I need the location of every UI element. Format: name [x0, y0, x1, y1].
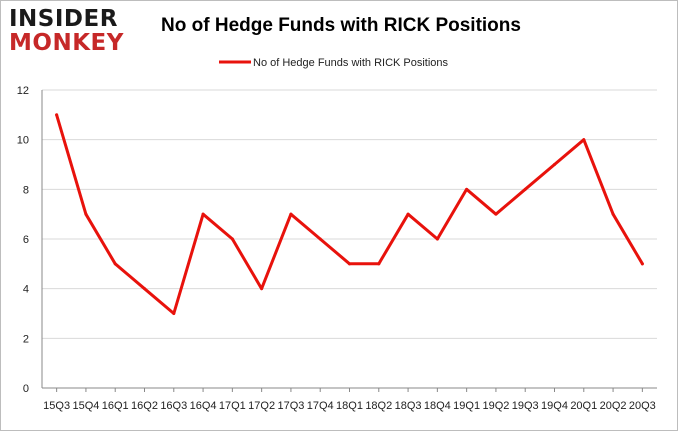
data-point	[172, 312, 176, 315]
y-tick-label: 2	[23, 333, 29, 345]
grid-lines	[42, 89, 657, 339]
data-point	[582, 138, 586, 142]
data-point	[113, 262, 117, 266]
x-tick-label: 17Q4	[307, 400, 334, 412]
chart-title: No of Hedge Funds with RICK Positions	[161, 15, 521, 36]
y-tick-labels: 0 2 4 6 8 10 12	[17, 85, 29, 395]
y-tick-label: 6	[23, 234, 29, 246]
x-tick-label: 19Q4	[541, 400, 568, 412]
x-tick-label: 19Q1	[453, 400, 480, 412]
x-tick-label: 18Q1	[336, 400, 363, 412]
x-tick-label: 18Q3	[395, 400, 422, 412]
x-tick-label: 16Q1	[102, 400, 129, 412]
data-point	[201, 212, 205, 216]
axes	[41, 90, 657, 392]
x-tick-label: 17Q1	[219, 400, 246, 412]
data-point	[55, 113, 59, 117]
logo-line-1: INSIDER	[9, 6, 118, 32]
x-tick-label: 19Q2	[482, 400, 509, 412]
data-point	[230, 237, 234, 241]
y-tick-label: 8	[23, 184, 29, 196]
y-tick-label: 10	[17, 135, 29, 147]
data-point	[523, 187, 527, 191]
x-tick-label: 16Q4	[190, 400, 217, 412]
legend-label: No of Hedge Funds with RICK Positions	[253, 57, 449, 69]
x-tick-label: 17Q3	[277, 400, 304, 412]
data-point	[84, 212, 88, 216]
data-point	[406, 212, 410, 216]
y-tick-label: 0	[23, 383, 29, 395]
data-point	[143, 287, 146, 291]
data-point	[611, 212, 615, 216]
x-tick-label: 18Q2	[365, 400, 392, 412]
x-tick-label: 20Q1	[570, 400, 597, 412]
insider-monkey-logo: INSIDER MONKEY	[9, 7, 127, 55]
x-tick-label: 17Q2	[248, 400, 275, 412]
data-point	[377, 262, 381, 266]
y-tick-label: 4	[23, 284, 29, 296]
data-point	[260, 287, 264, 291]
y-tick-label: 12	[17, 85, 29, 97]
series-line-0	[55, 113, 644, 315]
data-point	[318, 237, 322, 241]
x-tick-label: 20Q2	[600, 400, 627, 412]
x-tick-label: 18Q4	[424, 400, 451, 412]
x-tick-label: 16Q2	[131, 400, 158, 412]
x-tick-label: 15Q3	[43, 400, 70, 412]
x-tick-label: 20Q3	[629, 400, 656, 412]
x-tick-labels: 15Q3 15Q4 16Q1 16Q2 16Q3 16Q4 17Q1 17Q2 17Q3 17Q4…	[43, 400, 656, 412]
logo-line-2: MONKEY	[9, 30, 124, 56]
legend: No of Hedge Funds with RICK Positions	[219, 57, 449, 69]
data-point	[289, 212, 293, 216]
series-group	[55, 113, 644, 315]
data-point	[348, 262, 351, 266]
data-point	[494, 212, 498, 216]
x-tick-label: 19Q3	[512, 400, 539, 412]
data-point	[435, 237, 439, 241]
data-point	[640, 262, 644, 266]
data-point	[553, 163, 556, 166]
x-tick-label: 15Q4	[72, 400, 99, 412]
x-tick-label: 16Q3	[160, 400, 187, 412]
data-point	[465, 187, 469, 191]
